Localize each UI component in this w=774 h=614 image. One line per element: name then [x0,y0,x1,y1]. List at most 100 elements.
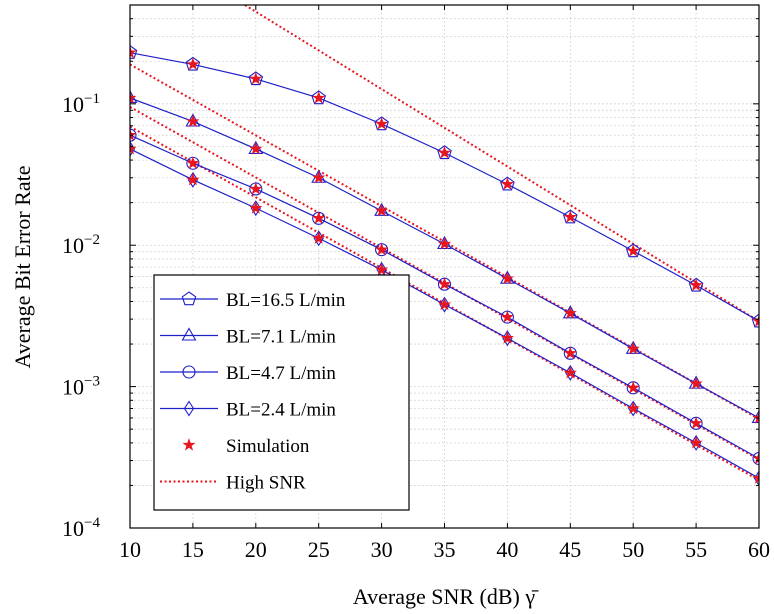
series-marker [439,296,450,313]
series-marker [752,451,759,466]
simulation-star [249,72,263,85]
y-axis-label: Average Bit Error Rate [10,165,35,368]
y-axis-ticks: 10−1 10−2 10−3 10−4 [62,4,759,541]
simulation-points [130,45,759,484]
x-tick-label: 55 [685,537,707,562]
simulation-star [312,91,326,104]
y-tick-label: 10−2 [62,232,100,258]
series-marker [130,128,137,142]
series-marker [313,230,324,247]
simulation-star [626,380,640,394]
x-tick-label: 60 [748,537,770,562]
simulation-star [626,401,640,415]
high-snr-line [242,5,759,323]
simulation-star [249,182,263,195]
series-marker [753,470,759,487]
x-tick-label: 40 [496,537,518,562]
series-marker [751,313,759,328]
simulation-star [563,210,577,223]
simulation-star [689,416,703,429]
x-tick-label: 10 [119,537,141,562]
simulation-star [626,244,640,257]
simulation-star [186,114,200,128]
x-tick-label: 20 [245,537,267,562]
simulation-star [130,45,137,59]
simulation-star [563,306,577,319]
simulation-star [312,211,326,224]
x-tick-label: 30 [371,537,393,562]
simulation-star [689,376,703,390]
x-axis-ticks: 10 15 20 25 30 35 40 45 50 55 60 [119,5,770,562]
x-axis-label: Average SNR (dB) γ̄ [353,584,539,609]
series-marker [250,200,261,217]
legend-swatch-marker [183,400,195,417]
series-marker [688,277,704,292]
legend-swatch-marker [181,291,197,306]
simulation-star [500,177,514,190]
series-marker [185,56,201,71]
simulation-star [563,346,577,359]
simulation-star [130,91,137,104]
legend-label: BL=7.1 L/min [226,327,336,348]
legend-box [153,274,410,511]
simulation-star [186,57,200,71]
legend-swatch-marker [182,365,196,379]
series-marker [374,116,389,131]
simulation-star [752,314,759,327]
simulation-star [563,365,577,379]
series-marker [625,243,641,258]
series-marker [437,145,452,160]
simulation-star [437,297,452,311]
simulation-star [130,141,137,155]
simulation-star [689,278,703,291]
y-tick-label: 10−3 [62,374,100,400]
simulation-star [312,231,326,244]
simulation-star [375,242,389,256]
simulation-star [500,271,514,285]
simulation-star [249,141,263,155]
legend-swatch-marker [182,438,196,451]
series-marker [628,400,639,417]
simulation-star [689,435,703,449]
y-tick-label: 10−4 [62,515,100,541]
series-marker [248,71,264,86]
series-marker [311,90,327,105]
x-tick-label: 50 [622,537,644,562]
simulation-star [249,201,263,214]
simulation-star [375,203,389,217]
simulation-star [437,237,452,250]
series-marker [130,45,138,59]
simulation-star [752,471,759,484]
y-tick-label: 10−1 [62,91,100,117]
series-marker [565,364,576,381]
simulation-star [500,310,514,323]
simulation-star [186,172,200,186]
legend-label: BL=2.4 L/min [226,400,336,421]
series-marker [500,176,515,191]
legend-label: Simulation [226,436,310,457]
legend-label: BL=16.5 L/min [226,290,346,311]
x-tick-label: 25 [308,537,330,562]
legend-swatch-marker [181,327,197,341]
simulation-star [130,128,137,141]
simulation-star [375,262,389,276]
legend-label: High SNR [226,473,306,494]
simulation-star [500,331,514,344]
legend: BL=16.5 L/min BL=7.1 L/min BL=4.7 L/min BL=… [153,274,410,511]
simulation-star [437,145,452,159]
legend-label: BL=4.7 L/min [226,363,336,384]
x-tick-label: 15 [182,537,204,562]
series-marker [187,171,199,188]
simulation-star [312,170,326,184]
simulation-star [437,277,452,290]
simulation-star [186,156,200,169]
simulation-star [375,117,389,130]
series-marker [562,209,578,224]
simulation-star [752,411,759,424]
x-tick-label: 45 [559,537,581,562]
series-marker [690,434,702,451]
simulation-star [626,341,640,355]
x-tick-label: 35 [434,537,456,562]
series-marker [502,330,513,347]
